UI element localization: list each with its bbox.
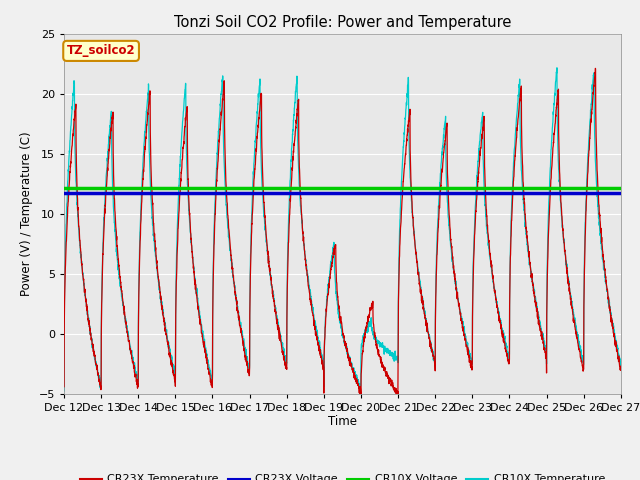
Legend: CR23X Temperature, CR23X Voltage, CR10X Voltage, CR10X Temperature: CR23X Temperature, CR23X Voltage, CR10X … [75,470,610,480]
Title: Tonzi Soil CO2 Profile: Power and Temperature: Tonzi Soil CO2 Profile: Power and Temper… [173,15,511,30]
Text: TZ_soilco2: TZ_soilco2 [67,44,136,58]
Y-axis label: Power (V) / Temperature (C): Power (V) / Temperature (C) [20,132,33,296]
X-axis label: Time: Time [328,415,357,429]
